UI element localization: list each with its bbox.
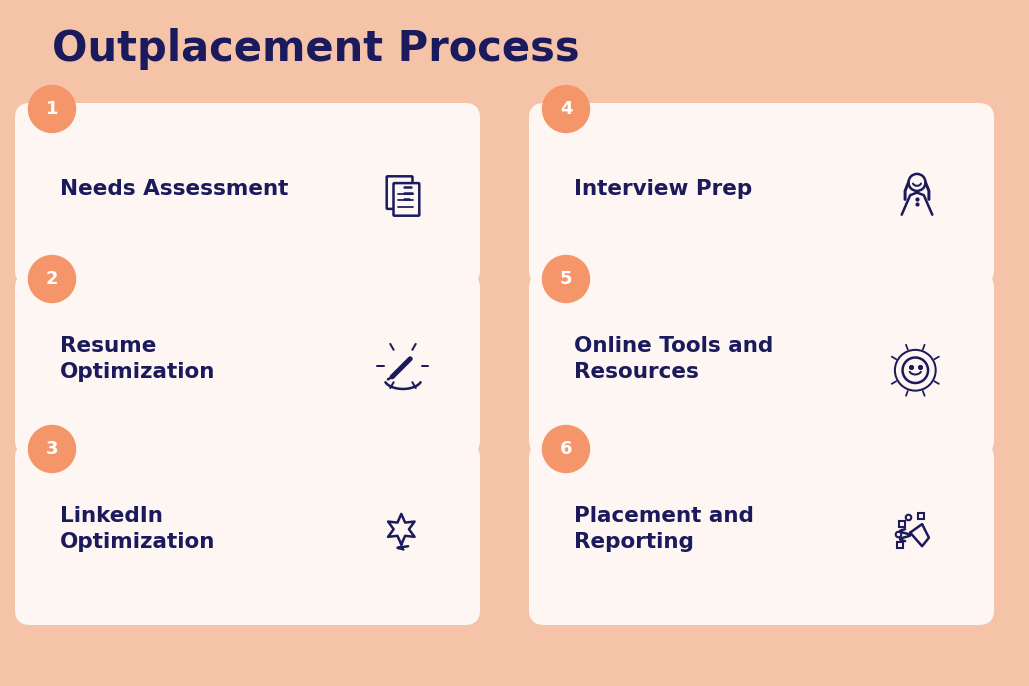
FancyBboxPatch shape (15, 273, 480, 455)
Text: Resume
Optimization: Resume Optimization (60, 336, 215, 382)
FancyBboxPatch shape (529, 443, 994, 625)
Text: 1: 1 (45, 100, 59, 118)
Circle shape (542, 86, 590, 132)
Text: 3: 3 (45, 440, 59, 458)
FancyBboxPatch shape (393, 183, 419, 215)
Text: Online Tools and
Resources: Online Tools and Resources (574, 336, 773, 382)
Text: Outplacement Process: Outplacement Process (52, 28, 579, 70)
Text: Needs Assessment: Needs Assessment (60, 179, 288, 199)
FancyBboxPatch shape (15, 443, 480, 625)
Text: Interview Prep: Interview Prep (574, 179, 752, 199)
Circle shape (542, 425, 590, 473)
FancyBboxPatch shape (529, 103, 994, 285)
FancyBboxPatch shape (15, 103, 480, 285)
Text: 2: 2 (45, 270, 59, 288)
Circle shape (29, 255, 75, 303)
Text: LinkedIn
Optimization: LinkedIn Optimization (60, 506, 215, 552)
FancyBboxPatch shape (529, 273, 994, 455)
Text: Placement and
Reporting: Placement and Reporting (574, 506, 754, 552)
Text: 4: 4 (560, 100, 572, 118)
Circle shape (542, 255, 590, 303)
Circle shape (29, 425, 75, 473)
Text: 5: 5 (560, 270, 572, 288)
Circle shape (29, 86, 75, 132)
Text: 6: 6 (560, 440, 572, 458)
